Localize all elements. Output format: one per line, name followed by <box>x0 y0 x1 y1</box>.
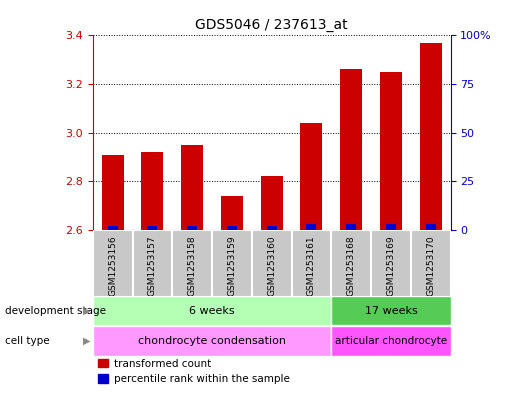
Text: GSM1253156: GSM1253156 <box>108 235 117 296</box>
Bar <box>221 196 243 230</box>
Bar <box>331 326 450 356</box>
Bar <box>331 230 371 297</box>
Bar <box>261 176 282 230</box>
Text: articular chondrocyte: articular chondrocyte <box>335 336 447 346</box>
Bar <box>227 226 237 230</box>
Text: GSM1253168: GSM1253168 <box>347 235 356 296</box>
Legend: transformed count, percentile rank within the sample: transformed count, percentile rank withi… <box>98 359 289 384</box>
Bar <box>386 224 396 230</box>
Bar <box>331 296 450 325</box>
Bar <box>340 70 362 230</box>
Bar <box>380 72 402 230</box>
Bar <box>371 230 411 297</box>
Text: GSM1253157: GSM1253157 <box>148 235 157 296</box>
Title: GDS5046 / 237613_at: GDS5046 / 237613_at <box>196 18 348 31</box>
Text: cell type: cell type <box>5 336 50 346</box>
Text: 17 weeks: 17 weeks <box>365 306 417 316</box>
Text: GSM1253169: GSM1253169 <box>386 235 395 296</box>
Text: ▶: ▶ <box>83 306 90 316</box>
Bar <box>93 230 132 297</box>
Bar <box>267 226 277 230</box>
Bar <box>411 230 450 297</box>
Bar <box>93 326 331 356</box>
Bar <box>420 43 441 230</box>
Bar <box>93 296 331 325</box>
Bar <box>252 230 292 297</box>
Bar <box>147 226 157 230</box>
Text: ▶: ▶ <box>83 336 90 346</box>
Text: 6 weeks: 6 weeks <box>189 306 235 316</box>
Bar <box>102 154 123 230</box>
Bar <box>187 226 197 230</box>
Text: GSM1253161: GSM1253161 <box>307 235 316 296</box>
Text: GSM1253159: GSM1253159 <box>227 235 236 296</box>
Bar <box>172 230 212 297</box>
Bar <box>142 152 163 230</box>
Bar <box>306 224 316 230</box>
Text: chondrocyte condensation: chondrocyte condensation <box>138 336 286 346</box>
Text: GSM1253170: GSM1253170 <box>426 235 435 296</box>
Bar <box>292 230 331 297</box>
Text: GSM1253158: GSM1253158 <box>188 235 197 296</box>
Bar <box>212 230 252 297</box>
Text: GSM1253160: GSM1253160 <box>267 235 276 296</box>
Bar <box>301 123 322 230</box>
Bar <box>426 224 436 230</box>
Bar <box>346 224 356 230</box>
Bar <box>108 226 118 230</box>
Bar <box>132 230 172 297</box>
Text: development stage: development stage <box>5 306 107 316</box>
Bar <box>181 145 203 230</box>
